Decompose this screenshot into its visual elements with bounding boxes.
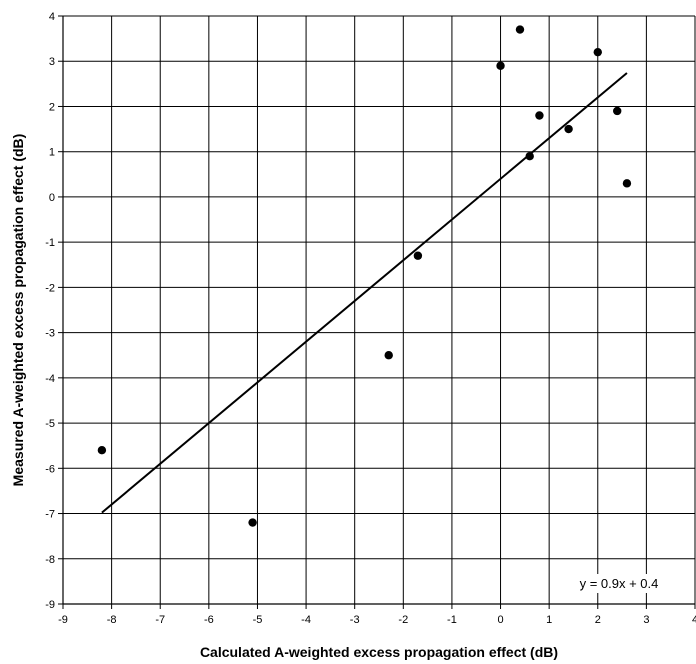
y-tick-label: -5	[45, 418, 55, 430]
data-point	[593, 47, 602, 57]
data-point	[248, 518, 257, 527]
x-tick-label: -8	[107, 614, 117, 626]
y-tick-label: -9	[45, 599, 55, 611]
y-tick-label: -6	[45, 463, 55, 475]
gridlines	[62, 15, 696, 605]
y-tick-label: -4	[45, 373, 55, 385]
data-points	[97, 25, 632, 527]
x-tick-label: -2	[398, 614, 408, 626]
data-point	[413, 251, 423, 260]
x-tick-label: -6	[204, 614, 214, 626]
x-tick-label: -4	[301, 614, 311, 626]
x-tick-label: -9	[58, 614, 68, 626]
tick-labels: -9 -8 -7 -6 -5 -4 -3 -2 -1 0 1 2 3 4 -9 -8 -7 -6 -5 -4 -3 -2 -…	[45, 11, 696, 626]
data-point	[535, 111, 544, 120]
x-tick-label: -5	[253, 614, 263, 626]
x-tick-label: 3	[643, 614, 649, 626]
trendline-group	[101, 72, 628, 514]
data-point	[564, 124, 573, 134]
x-tick-label: 1	[546, 614, 552, 626]
trendline	[101, 72, 628, 514]
data-point	[525, 152, 534, 161]
y-tick-label: -1	[45, 237, 55, 249]
trendline-equation: y = 0.9x + 0.4	[580, 576, 659, 591]
x-tick-label: -7	[155, 614, 165, 626]
y-axis-title: Measured A-weighted excess propagation e…	[10, 134, 26, 487]
data-point	[496, 61, 505, 70]
y-tick-label: 2	[49, 101, 55, 113]
x-tick-label: 0	[497, 614, 503, 626]
data-point	[97, 446, 107, 455]
y-tick-label: 0	[49, 192, 55, 204]
x-tick-label: -1	[447, 614, 457, 626]
x-axis-title: Calculated A-weighted excess propagation…	[200, 644, 558, 660]
y-tick-label: 1	[49, 147, 55, 159]
y-tick-label: -7	[45, 509, 55, 521]
x-tick-label: 4	[692, 614, 696, 626]
data-point	[622, 179, 632, 188]
equation-label-background	[560, 574, 678, 593]
data-point	[515, 25, 525, 34]
plot-area	[63, 16, 695, 604]
y-tick-label: -8	[45, 554, 55, 566]
x-tick-label: -3	[350, 614, 360, 626]
y-tick-label: -3	[45, 328, 55, 340]
data-point	[384, 351, 393, 360]
data-point	[613, 106, 622, 116]
axes	[58, 15, 696, 609]
y-tick-label: -2	[45, 282, 55, 294]
y-tick-label: 3	[49, 56, 55, 68]
y-tick-label: 4	[49, 11, 55, 23]
x-tick-label: 2	[595, 614, 601, 626]
